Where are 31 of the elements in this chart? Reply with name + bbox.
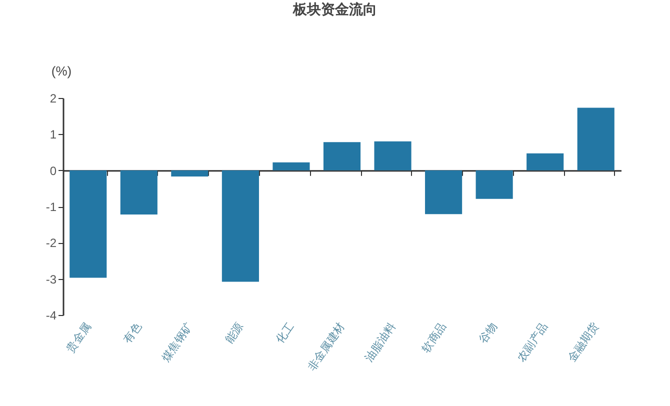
x-tick-label: 化工: [274, 321, 297, 346]
bar: [526, 153, 564, 170]
x-tick-label: 油脂油料: [362, 320, 398, 364]
x-tick-label: 软商品: [419, 320, 449, 355]
x-tick-label: 谷物: [477, 321, 500, 346]
x-tick-label: 农副产品: [514, 320, 551, 364]
x-tick-label: 能源: [222, 320, 246, 346]
bar: [476, 170, 513, 199]
y-tick-label: -3: [46, 272, 57, 286]
y-tick-label: 2: [50, 92, 57, 106]
x-tick-label: 煤焦钢矿: [159, 320, 196, 364]
bar: [577, 108, 614, 170]
bar: [425, 170, 462, 214]
y-tick-label: -2: [46, 236, 57, 250]
bar: [70, 170, 107, 278]
y-tick-label: 0: [50, 164, 57, 178]
bar: [374, 141, 412, 170]
chart-title: 板块资金流向: [292, 1, 377, 17]
y-tick-label: -4: [46, 308, 57, 322]
x-tick-label: 有色: [122, 321, 144, 346]
bar: [272, 162, 310, 170]
y-tick-label: -1: [46, 200, 57, 214]
x-tick-label: 非金属建材: [305, 320, 348, 373]
bar: [120, 170, 158, 214]
y-axis-title: (%): [51, 64, 72, 78]
bar: [222, 170, 259, 282]
bar: [323, 142, 361, 170]
x-tick-label: 金融期货: [566, 321, 602, 364]
x-tick-label: 贵金属: [64, 320, 94, 355]
y-tick-label: 1: [50, 128, 57, 142]
bar: [171, 170, 208, 176]
